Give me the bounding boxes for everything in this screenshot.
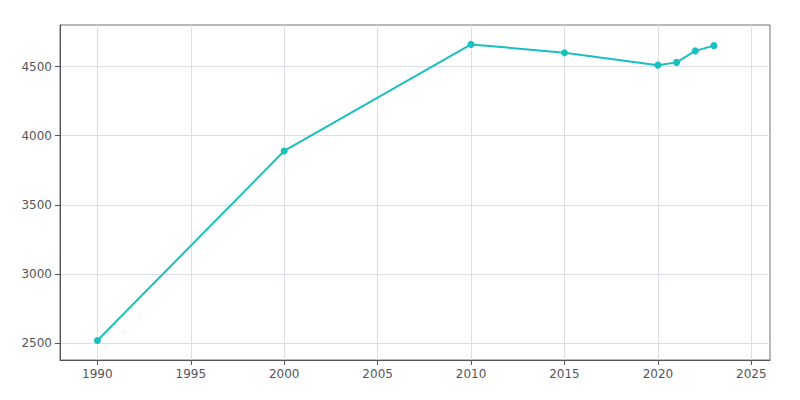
svg-text:3500: 3500 — [21, 198, 52, 212]
svg-text:2020: 2020 — [643, 367, 674, 381]
svg-text:2015: 2015 — [549, 367, 580, 381]
svg-text:1995: 1995 — [176, 367, 207, 381]
svg-text:1990: 1990 — [82, 367, 113, 381]
svg-text:2000: 2000 — [269, 367, 300, 381]
svg-text:3000: 3000 — [21, 267, 52, 281]
svg-text:2025: 2025 — [736, 367, 767, 381]
svg-text:2005: 2005 — [362, 367, 393, 381]
svg-text:2500: 2500 — [21, 336, 52, 350]
svg-text:4000: 4000 — [21, 129, 52, 143]
svg-text:2010: 2010 — [456, 367, 487, 381]
svg-text:4500: 4500 — [21, 60, 52, 74]
